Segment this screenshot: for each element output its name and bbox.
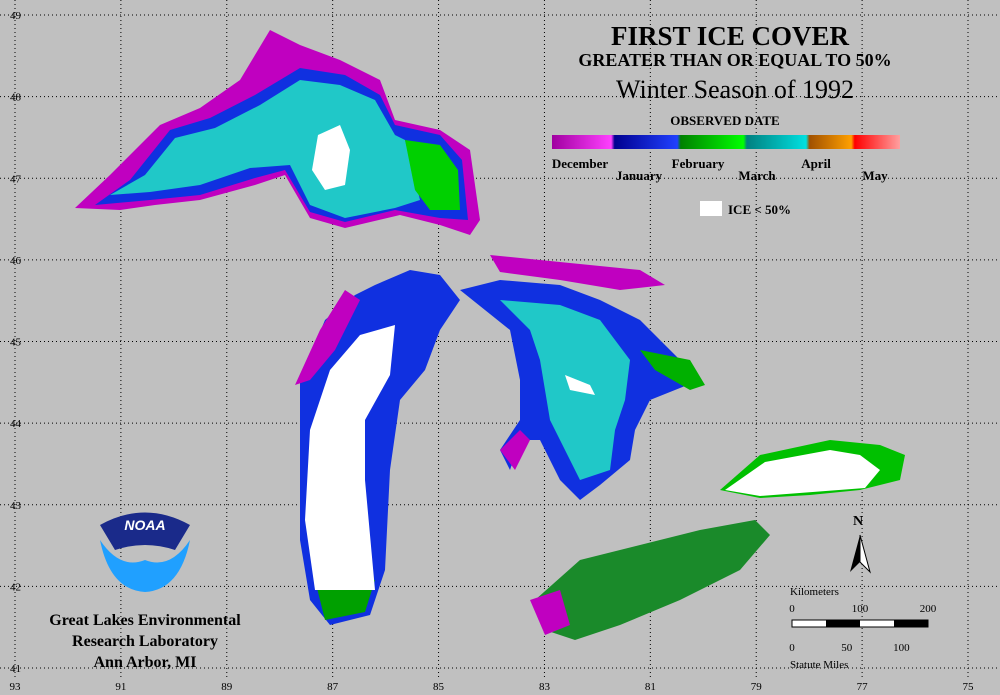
noaa-logo-bottom	[100, 540, 190, 592]
longitude-label: 75	[963, 681, 975, 693]
north-channel	[490, 255, 665, 290]
legend-month: May	[862, 168, 888, 183]
ice-label: ICE < 50%	[728, 202, 791, 217]
longitude-label: 87	[327, 681, 339, 693]
lake-huron-mar	[500, 300, 630, 480]
latitude-label: 46	[10, 255, 22, 267]
latitude-label: 41	[10, 663, 21, 675]
season: Winter Season of 1992	[616, 75, 854, 104]
legend-month: February	[672, 156, 725, 171]
lake-michigan-ice	[305, 325, 395, 590]
north-label: N	[853, 514, 863, 529]
mi-tick-label: 0	[789, 642, 795, 654]
km-tick-label: 100	[852, 603, 869, 615]
latitude-label: 45	[10, 337, 22, 349]
mi-tick-label: 100	[893, 642, 910, 654]
legend-month: March	[738, 168, 776, 183]
north-arrow	[850, 535, 860, 572]
lakes	[75, 30, 905, 640]
longitude-label: 79	[751, 681, 763, 693]
legend-color-bar	[552, 135, 900, 149]
latitude-label: 44	[10, 418, 22, 430]
km-tick-label: 0	[789, 603, 795, 615]
longitude-label: 89	[221, 681, 233, 693]
latitude-label: 47	[10, 173, 22, 185]
scale-bar: 0 100 200 0 50 100	[789, 603, 937, 654]
lake-superior-feb	[405, 140, 460, 210]
lake-erie	[535, 520, 770, 640]
latitude-label: 48	[10, 92, 22, 104]
longitude-label: 85	[433, 681, 445, 693]
legend-month: December	[552, 156, 609, 171]
latitude-label: 42	[10, 581, 21, 593]
longitude-label: 91	[115, 681, 126, 693]
scale-bar-segment	[826, 620, 860, 627]
scale-bar-segment	[894, 620, 928, 627]
latitude-label: 43	[10, 500, 22, 512]
lake-huron-dec	[500, 430, 530, 470]
legend-month: April	[801, 156, 831, 171]
lake-michigan-mar	[295, 290, 360, 385]
mi-tick-label: 50	[841, 642, 853, 654]
noaa-logo-top	[100, 512, 190, 550]
subtitle: GREATER THAN OR EQUAL TO 50%	[578, 50, 891, 70]
agency: Great Lakes Environmental Research Labora…	[49, 612, 241, 671]
km-title: Kilometers	[790, 586, 839, 598]
agency-line: Research Laboratory	[72, 633, 218, 650]
legend-months: December January February March April May	[552, 156, 888, 183]
km-tick-label: 200	[920, 603, 937, 615]
longitude-label: 83	[539, 681, 551, 693]
latitude-label: 49	[10, 10, 22, 22]
legend-month: January	[616, 168, 663, 183]
ice-swatch	[700, 201, 722, 216]
noaa-logo-text: NOAA	[124, 517, 165, 533]
lake-superior-ice	[312, 125, 350, 190]
lake-ontario-ice	[725, 450, 880, 496]
legend-title: OBSERVED DATE	[670, 113, 779, 128]
lake-erie-dec	[530, 590, 570, 635]
north-arrow	[859, 534, 871, 574]
georgian-bay	[640, 350, 705, 390]
agency-line: Great Lakes Environmental	[49, 612, 241, 629]
lake-huron-ice	[565, 375, 595, 395]
longitude-label: 81	[645, 681, 656, 693]
longitude-label: 93	[10, 681, 22, 693]
longitude-label: 77	[857, 681, 869, 693]
mi-title: Statute Miles	[790, 659, 848, 671]
title: FIRST ICE COVER	[611, 21, 850, 51]
agency-line: Ann Arbor, MI	[94, 654, 197, 671]
